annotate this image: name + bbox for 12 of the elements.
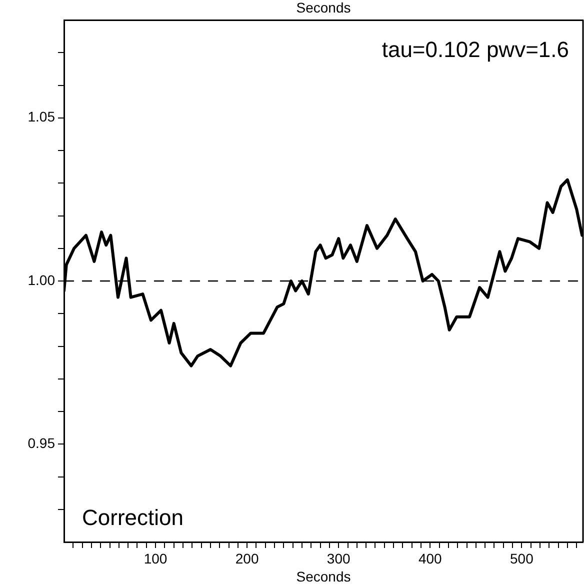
x2-axis-title: Seconds bbox=[296, 0, 351, 16]
y-tick-label: 0.95 bbox=[28, 434, 56, 451]
annotation: Correction bbox=[82, 505, 184, 530]
x-tick-label: 200 bbox=[235, 550, 259, 566]
x-axis-title: Seconds bbox=[296, 568, 351, 584]
annotation: tau=0.102 pwv=1.6 bbox=[382, 37, 569, 62]
y-tick-label: 1.00 bbox=[28, 272, 56, 288]
x-tick-label: 100 bbox=[144, 550, 168, 566]
x-tick-label: 300 bbox=[326, 550, 350, 566]
y-tick-label: 1.05 bbox=[28, 108, 56, 125]
x-tick-label: 500 bbox=[510, 550, 534, 566]
x-tick-label: 400 bbox=[418, 550, 442, 566]
